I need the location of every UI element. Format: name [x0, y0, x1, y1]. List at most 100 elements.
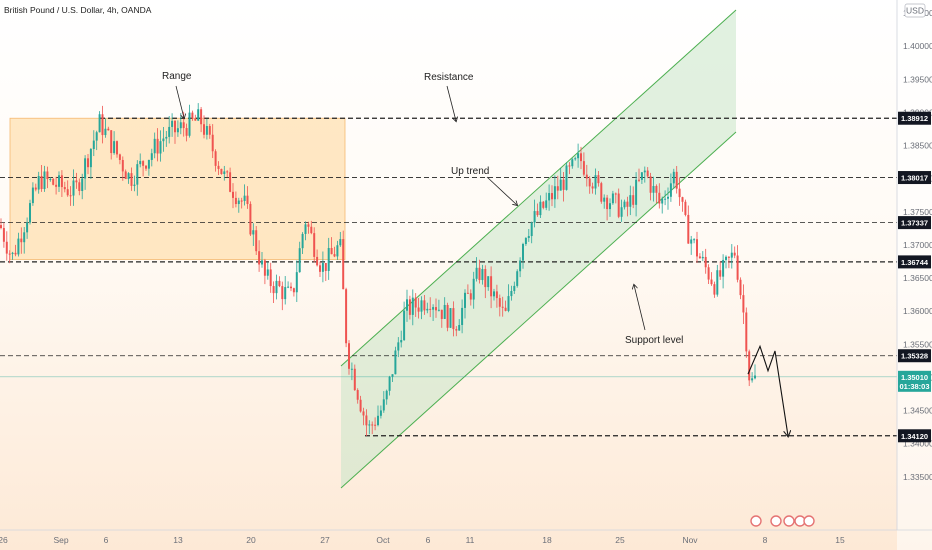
candle	[150, 148, 153, 167]
y-tick-label: 1.36500	[903, 273, 932, 283]
candle	[623, 199, 626, 210]
candle-body	[220, 168, 223, 175]
candle	[55, 176, 58, 195]
candle-body	[678, 188, 681, 198]
level-tag-label: 1.34120	[901, 432, 928, 441]
candle-body	[519, 260, 522, 272]
candle	[600, 181, 603, 204]
candle	[246, 186, 249, 209]
candle-body	[284, 287, 287, 300]
candle	[452, 301, 455, 337]
candle	[588, 176, 591, 194]
candle-body	[435, 307, 437, 311]
candle-body	[725, 256, 727, 260]
event-marker-icon[interactable]	[783, 515, 795, 527]
x-tick-label: Nov	[682, 535, 698, 545]
candle-body	[638, 179, 640, 181]
candle-body	[205, 126, 208, 135]
candle-body	[548, 193, 551, 201]
candle-body	[304, 224, 307, 234]
candle	[417, 298, 420, 319]
candle	[698, 253, 701, 259]
y-tick-label: 1.34500	[903, 406, 932, 416]
candle	[339, 231, 342, 247]
candle	[539, 195, 542, 219]
candle-body	[263, 260, 266, 276]
event-marker-icon[interactable]	[770, 515, 782, 527]
event-marker-icon[interactable]	[803, 515, 815, 527]
y-tick-label: 1.34000	[903, 439, 932, 449]
candle-body	[719, 270, 722, 277]
candle	[745, 307, 748, 358]
candle	[603, 194, 606, 209]
candle-body	[0, 225, 2, 229]
candle-body	[426, 308, 429, 311]
candle	[382, 391, 385, 413]
candle	[113, 131, 116, 155]
candle-body	[681, 197, 684, 202]
candle-body	[577, 153, 580, 159]
candle-body	[55, 184, 58, 187]
candle	[269, 262, 272, 293]
candle	[121, 156, 124, 181]
candle-body	[330, 248, 333, 255]
candle-body	[116, 141, 118, 155]
candle-body	[66, 189, 69, 196]
candle	[176, 120, 179, 137]
candle	[214, 149, 217, 172]
candle-body	[716, 270, 719, 295]
candle	[365, 409, 368, 436]
candle	[145, 164, 147, 171]
candle	[614, 192, 617, 204]
candle	[313, 227, 316, 263]
candle-body	[487, 276, 490, 288]
candle	[11, 251, 14, 260]
candle	[203, 115, 205, 139]
candle	[661, 196, 664, 214]
candle-body	[452, 308, 455, 330]
candle-body	[643, 170, 646, 173]
y-tick-label: 1.33500	[903, 472, 932, 482]
level-tag-1.38912	[898, 111, 931, 125]
candle-body	[188, 112, 191, 136]
y-tick-label: 1.35500	[903, 339, 932, 349]
candle-body	[371, 424, 374, 426]
candle	[43, 165, 46, 192]
candle-body	[113, 141, 116, 154]
candle	[139, 153, 142, 168]
candle-body	[414, 297, 417, 308]
candle-body	[243, 195, 246, 201]
y-tick-label: 1.40000	[903, 41, 932, 51]
candle	[690, 235, 693, 255]
candle	[406, 289, 408, 322]
candle-body	[127, 173, 130, 180]
candle	[632, 186, 635, 209]
candle	[435, 298, 437, 318]
candle-body	[635, 179, 638, 205]
x-tick-label: 27	[320, 535, 330, 545]
candle-body	[211, 134, 214, 152]
candle-body	[14, 252, 17, 255]
candle-body	[269, 269, 272, 287]
candle-body	[252, 230, 255, 235]
candle	[101, 105, 104, 144]
event-marker-icon[interactable]	[750, 515, 762, 527]
candle	[687, 205, 690, 244]
candle-body	[246, 195, 249, 204]
candle	[58, 171, 60, 193]
candle	[533, 199, 536, 228]
candle	[620, 199, 623, 222]
candle	[40, 164, 43, 192]
candle	[524, 237, 527, 246]
candle-body	[562, 179, 565, 190]
candle-body	[617, 193, 620, 217]
candle-body	[281, 286, 284, 300]
candle	[527, 229, 530, 242]
candle	[672, 168, 675, 189]
countdown-label: 01:38:03	[899, 382, 929, 391]
currency-badge[interactable]	[904, 3, 926, 18]
candle	[469, 289, 472, 306]
candle	[342, 230, 345, 290]
